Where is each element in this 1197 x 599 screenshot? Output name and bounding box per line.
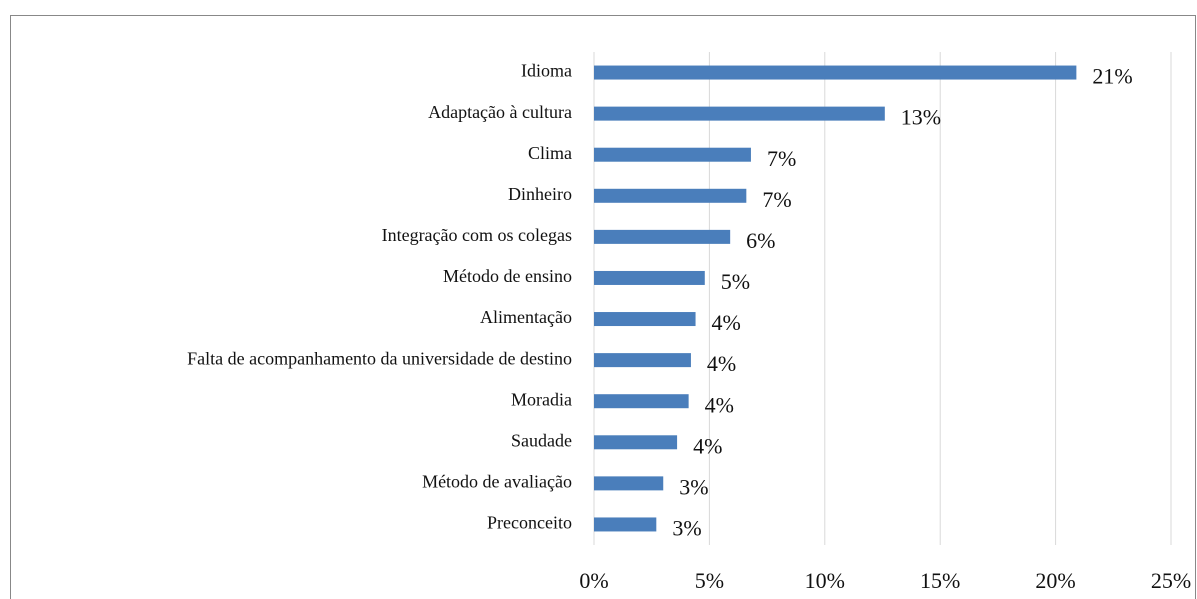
- data-label: 7%: [767, 146, 796, 171]
- data-label: 4%: [707, 351, 736, 376]
- bar: [594, 65, 1077, 80]
- bar: [594, 147, 751, 162]
- data-label: 7%: [762, 187, 791, 212]
- x-tick-label: 15%: [920, 568, 960, 593]
- y-tick-label: Dinheiro: [508, 184, 572, 204]
- y-tick-label: Falta de acompanhamento da universidade …: [187, 348, 572, 368]
- bar: [594, 476, 664, 491]
- y-tick-label: Clima: [528, 143, 572, 163]
- x-tick-label: 5%: [695, 568, 724, 593]
- y-tick-label: Adaptação à cultura: [428, 102, 572, 122]
- y-tick-label: Método de avaliação: [422, 472, 572, 492]
- chart-frame: [10, 15, 1196, 599]
- x-tick-label: 20%: [1035, 568, 1075, 593]
- data-label: 3%: [679, 474, 708, 499]
- bar: [594, 106, 885, 121]
- y-tick-label: Moradia: [511, 389, 572, 409]
- x-tick-label: 0%: [579, 568, 608, 593]
- bar: [594, 188, 747, 203]
- bar: [594, 229, 731, 244]
- data-label: 4%: [712, 310, 741, 335]
- bar: [594, 435, 678, 450]
- x-tick-label: 10%: [805, 568, 845, 593]
- bar: [594, 353, 691, 368]
- y-tick-label: Método de ensino: [443, 266, 572, 286]
- data-label: 3%: [672, 516, 701, 541]
- data-label: 5%: [721, 269, 750, 294]
- y-tick-label: Idioma: [521, 61, 572, 81]
- y-tick-label: Preconceito: [487, 513, 572, 533]
- bar: [594, 270, 705, 285]
- data-label: 21%: [1092, 64, 1132, 89]
- data-label: 6%: [746, 228, 775, 253]
- x-tick-label: 25%: [1151, 568, 1191, 593]
- bar: [594, 312, 696, 327]
- data-label: 4%: [693, 433, 722, 458]
- bar: [594, 394, 689, 409]
- data-label: 13%: [901, 105, 941, 130]
- bar: [594, 517, 657, 532]
- y-tick-label: Integração com os colegas: [382, 225, 572, 245]
- y-tick-label: Alimentação: [480, 307, 572, 327]
- data-label: 4%: [705, 392, 734, 417]
- y-tick-label: Saudade: [511, 430, 572, 450]
